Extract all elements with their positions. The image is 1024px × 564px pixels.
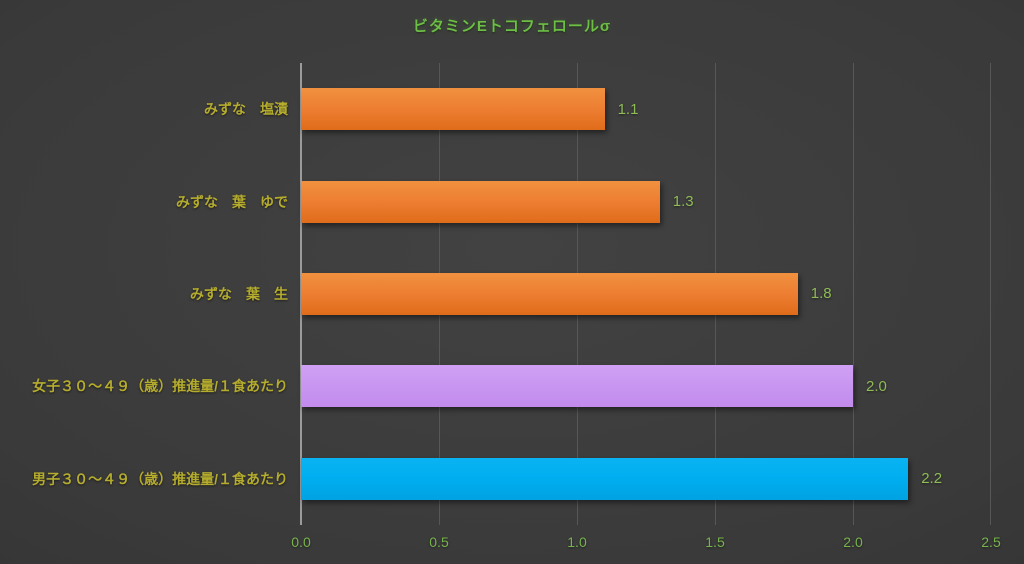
category-label: みずな 葉 生 [190, 285, 288, 302]
x-tick-label: 2.5 [981, 534, 1001, 550]
bar-row: みずな 葉 ゆで 1.3 [0, 155, 991, 247]
bar-orange [301, 88, 605, 131]
gridline [853, 63, 854, 525]
bar-track: 2.2 [301, 433, 991, 525]
bar-row: みずな 塩漬 1.1 [0, 63, 991, 155]
bar-track: 1.8 [301, 248, 991, 340]
bar-row: みずな 葉 生 1.8 [0, 248, 991, 340]
value-label: 1.3 [672, 193, 694, 211]
bar-track: 1.3 [301, 155, 991, 247]
value-label: 2.0 [866, 377, 887, 395]
category-label: 男子３０～４９（歳）推進量/１食あたり [32, 470, 288, 487]
value-label: 1.1 [617, 100, 639, 118]
x-tick-label: 0.5 [429, 534, 449, 550]
category-label: 女子３０～４９（歳）推進量/１食あたり [32, 378, 288, 395]
x-tick-label: 2.0 [843, 534, 863, 550]
chart-title: ビタミンEトコフェロールσ [412, 18, 612, 35]
value-label: 2.2 [921, 470, 943, 488]
category-label: みずな 葉 ゆで [176, 193, 288, 210]
bar-purple [301, 365, 853, 408]
bar-blue [301, 457, 909, 500]
category-label: みずな 塩漬 [204, 101, 288, 118]
bar-row: 女子３０～４９（歳）推進量/１食あたり 2.0 [0, 340, 991, 432]
x-tick-label: 0.0 [291, 534, 311, 550]
x-tick-label: 1.0 [567, 534, 587, 550]
x-tick-label: 1.5 [705, 534, 725, 550]
bar-track: 2.0 [301, 340, 991, 432]
bar-orange [301, 180, 660, 223]
bar-track: 1.1 [301, 63, 991, 155]
x-axis: 0.0 0.5 1.0 1.5 2.0 2.5 [291, 534, 1000, 554]
bar-orange [301, 272, 798, 315]
value-label: 1.8 [810, 285, 832, 303]
gridline [990, 63, 991, 525]
bar-rows: みずな 塩漬 1.1 みずな 葉 ゆで 1.3 みずな 葉 生 1.8 女子３０～４９（歳）… [0, 63, 991, 525]
bar-row: 男子３０～４９（歳）推進量/１食あたり 2.2 [0, 433, 991, 525]
